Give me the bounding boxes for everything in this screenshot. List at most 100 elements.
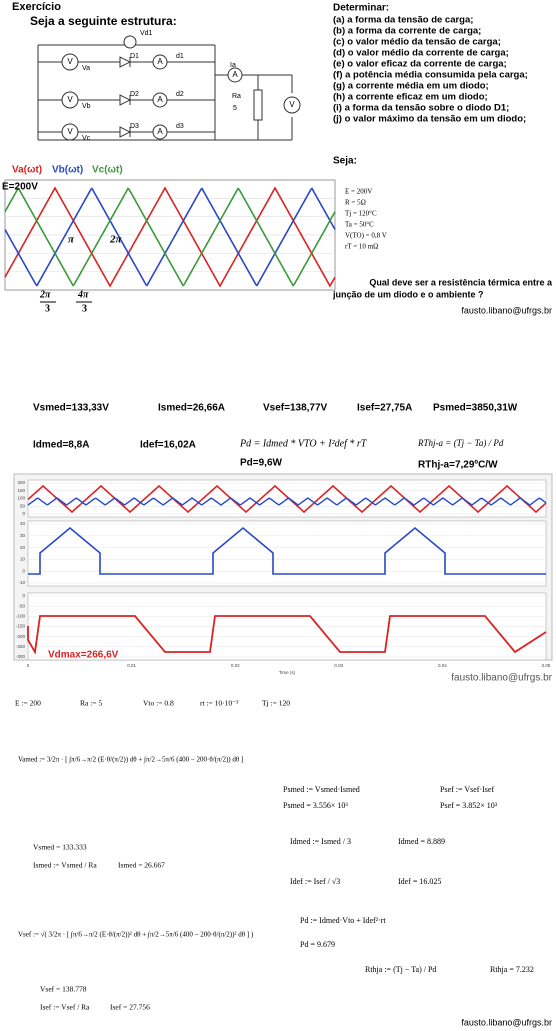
mark: 2π [109, 234, 123, 246]
voltage-source [61, 123, 79, 141]
circuit-label: Ia [230, 62, 236, 69]
legend: Va(ωt) [12, 165, 42, 176]
math: Idef = 16.025 [398, 877, 441, 886]
heading: Seja: [333, 156, 357, 167]
resistor [253, 89, 263, 121]
legend: Vc(ωt) [92, 165, 123, 176]
math: Ra := 5 [80, 699, 102, 708]
symbol: A [157, 57, 163, 66]
given: Ta = 50°C [345, 221, 374, 229]
waveform [27, 497, 547, 506]
diode [119, 126, 132, 138]
circuit-label: d1 [176, 53, 184, 60]
given: V(TO) = 0,8 V [345, 232, 387, 240]
tick-label: 0 [27, 663, 30, 668]
waveform [4, 187, 336, 287]
result: Isef=27,75A [357, 403, 412, 414]
circuit-label: Ra [232, 93, 241, 100]
given: E = 200V [345, 188, 372, 196]
formula: Pd = Idmed * VTO + I²def * rT [239, 438, 368, 449]
list-item: (i) a forma da tensão sobre o diodo D1; [333, 103, 509, 114]
math: Rthja := (Tj − Ta) / Pd [365, 965, 436, 974]
tick-label: 30 [20, 533, 26, 538]
email: fausto.libano@ufrgs.br [461, 1017, 552, 1027]
formula: RThj-a = (Tj − Ta) / Pd [417, 438, 504, 448]
result: Vsmed=133,33V [33, 403, 109, 414]
symbol: A [157, 95, 163, 104]
list-item: (g) a corrente média em um diodo; [333, 81, 489, 92]
question: junção de um diodo e o ambiente ? [332, 289, 484, 299]
tick-label: 0.03 [334, 663, 343, 668]
tick-label: 150 [17, 488, 25, 493]
ammeter [152, 54, 168, 70]
list-item: (a) a forma da tensão de carga; [333, 15, 473, 26]
symbol: V [289, 100, 295, 109]
given: Tj = 120°C [345, 210, 377, 218]
legend: Vb(ωt) [52, 165, 83, 176]
list-item: (h) a corrente eficaz em um diodo; [333, 92, 488, 103]
math: Vamed := 3/2π · [ ∫π/6→π/2 (E·θ/(π/2)) d… [18, 756, 243, 764]
math: Vsef = 138.778 [40, 985, 87, 994]
ammeter [152, 92, 168, 108]
email: fausto.libano@ufrgs.br [451, 673, 552, 684]
tick-label: 100 [17, 496, 25, 501]
mark: 3 [45, 303, 50, 314]
math: Rthja = 7.232 [490, 965, 534, 974]
math: Psef := Vsef·Isef [440, 785, 494, 794]
tick-label: -200 [16, 634, 26, 639]
math: Psmed = 3.556× 10³ [283, 801, 348, 810]
voltmeter [123, 35, 137, 49]
math: Tj := 120 [262, 699, 290, 708]
waveform [4, 187, 336, 287]
tick-label: -100 [16, 614, 26, 619]
list-item: (f) a potência média consumida pela carg… [333, 70, 528, 81]
circuit-label: Vb [82, 103, 91, 110]
tick-label: 0 [22, 511, 25, 516]
math: Pd = 9.679 [300, 940, 335, 949]
result: Ismed=26,66A [158, 403, 225, 414]
symbol: V [67, 95, 73, 104]
tick-label: 10 [20, 557, 26, 562]
math: Idef := Isef / √3 [290, 877, 340, 886]
math: rt := 10·10⁻³ [200, 699, 239, 708]
math: Ismed := Vsmed / Ra [33, 861, 97, 870]
tick-label: 0.01 [127, 663, 136, 668]
tick-label: -50 [18, 603, 25, 608]
math: Pd := Idmed·Vto + Idef²·rt [300, 916, 386, 925]
ammeter [227, 67, 243, 83]
circuit-label: Vc [82, 135, 91, 142]
result: RThj-a=7,29ºC/W [418, 460, 498, 471]
email: fausto.libano@ufrgs.br [461, 305, 552, 315]
math: Psmed := Vsmed·Ismed [283, 785, 360, 794]
question: Qual deve ser a resistência térmica entr… [369, 277, 553, 287]
given: R = 5Ω [345, 199, 366, 207]
math: Ismed = 26.667 [118, 861, 165, 870]
circuit-label: Vd1 [140, 30, 153, 37]
tick-label: -150 [16, 624, 26, 629]
tick-label: 0 [22, 568, 25, 573]
tick-label: 50 [20, 503, 26, 508]
mark: π [68, 234, 75, 246]
voltage-source [61, 53, 79, 71]
mark: 2π [39, 289, 51, 300]
math: E := 200 [15, 699, 41, 708]
waveform [27, 615, 547, 655]
ammeter [152, 124, 168, 140]
math: Idmed := Ismed / 3 [290, 837, 351, 846]
tick-label: 40 [20, 521, 26, 526]
list-item: (d) o valor médio da corrente de carga; [333, 48, 509, 59]
result: Vsef=138,77V [263, 403, 328, 414]
math: Vsmed = 133.333 [33, 843, 87, 852]
tick-label: -10 [18, 580, 25, 585]
list-item: (c) o valor médio da tensão de carga; [333, 37, 501, 48]
subtitle: Seja a seguinte estrutura: [30, 14, 177, 28]
circuit-label: 5 [233, 105, 237, 112]
math: Idmed = 8.889 [398, 837, 445, 846]
result: Idef=16,02A [140, 440, 196, 451]
axis-label: Time (s) [279, 670, 296, 675]
tick-label: -300 [16, 654, 26, 659]
circuit-label: d3 [176, 123, 184, 130]
symbol: A [232, 70, 238, 79]
annotation: Vdmax=266,6V [48, 650, 119, 661]
